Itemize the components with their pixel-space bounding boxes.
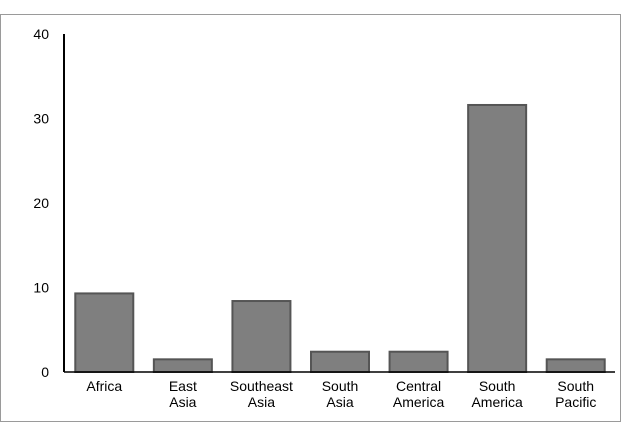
y-tick-label-10: 10 [33,280,49,296]
x-category-label: South [479,378,516,394]
y-tick-label-30: 30 [33,111,49,127]
y-tick-labels: 0 10 20 30 40 [33,26,49,380]
bar-east-asia [152,358,213,374]
x-category-label: East [169,378,197,394]
bars-group [74,103,606,374]
bar-southeast-asia [231,300,292,373]
x-category-label: Southeast [230,378,293,394]
x-category-label: Central [396,378,441,394]
x-category-label: South [557,378,594,394]
bar-south-america [467,103,528,373]
bar-central-america [388,350,449,374]
bar-africa [74,292,135,374]
x-category-labels: Africa EastAsiaSoutheastAsiaSouthAsiaCent… [86,378,596,410]
x-category-label: Asia [248,394,275,410]
chart-frame: 0 10 20 30 40 Africa East Asia Southeast Asia Sou… [0,14,621,422]
y-tick-label-20: 20 [33,195,49,211]
bar-south-asia [310,350,370,374]
x-category-label: Pacific [555,394,596,410]
y-tick-label-0: 0 [41,364,49,380]
x-category-label: America [471,394,523,410]
x-category-label: Africa [86,378,122,394]
bar-south-pacific [545,358,606,374]
y-tick-label-40: 40 [33,26,49,42]
x-category-label: South [322,378,359,394]
x-category-label: Asia [169,394,196,410]
x-category-label: Asia [326,394,353,410]
top-strip [0,0,625,14]
x-category-label: America [393,394,445,410]
